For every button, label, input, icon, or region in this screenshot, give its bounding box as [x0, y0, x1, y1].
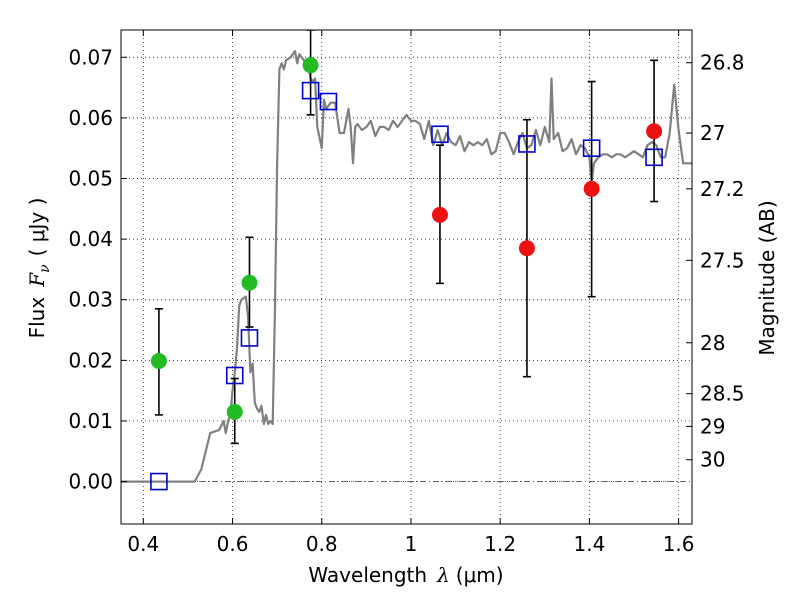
y-tick-label: 0.07 — [68, 45, 113, 69]
y-tick-label: 0.06 — [68, 106, 113, 130]
right-tick-label: 27.5 — [700, 248, 745, 272]
y-axis-symbol: F — [25, 272, 49, 288]
green-point — [241, 274, 258, 291]
red-point — [583, 180, 600, 197]
model-photometry-square — [319, 92, 338, 111]
right-tick-labels: 26.8 27 27.2 27.5 28 28.5 29 30 — [700, 51, 745, 472]
model-photometry-square — [225, 366, 244, 385]
y-tick-label: 0.03 — [68, 288, 113, 312]
y-tick-labels: 0.00 0.01 0.02 0.03 0.04 0.05 0.06 0.07 — [68, 45, 113, 493]
model-photometry-square — [518, 135, 536, 153]
right-tick-label: 30 — [700, 448, 725, 472]
model-photometry-square — [645, 148, 663, 167]
y-axis-subscript: ν — [37, 264, 53, 273]
model-photometry-square — [431, 125, 449, 144]
y-tick-label: 0.01 — [68, 409, 113, 433]
x-tick-label: 0.4 — [127, 532, 159, 556]
right-tick-label: 27 — [700, 121, 725, 145]
x-axis-label: Wavelength — [308, 563, 427, 587]
right-tick-label: 28 — [700, 331, 725, 355]
y-axis-title: Flux Fν ( μJy ) — [25, 198, 53, 339]
x-tick-label: 1.4 — [573, 532, 605, 556]
y-tick-label: 0.00 — [68, 470, 113, 494]
x-tick-label: 0.8 — [306, 532, 338, 556]
ticks — [121, 30, 692, 524]
x-tick-label: 1.6 — [663, 532, 695, 556]
x-axis-symbol: λ — [436, 563, 450, 587]
model-photometry-square — [301, 81, 320, 100]
plot-frame — [120, 29, 693, 525]
right-tick-label: 28.5 — [700, 382, 745, 406]
right-axis-title: Magnitude (AB) — [755, 200, 779, 355]
y-tick-label: 0.02 — [68, 348, 113, 372]
green-point — [226, 403, 243, 420]
green-point — [150, 352, 167, 369]
right-tick-label: 26.8 — [700, 51, 745, 75]
y-axis-label: Flux — [25, 297, 49, 339]
plot-area — [121, 30, 692, 524]
model-photometry-square — [150, 472, 168, 491]
right-tick-label: 27.2 — [700, 177, 745, 201]
x-axis-title: Wavelength λ (μm) — [308, 563, 503, 587]
x-axis-unit: (μm) — [456, 563, 504, 587]
x-tick-label: 1 — [405, 532, 418, 556]
x-tick-labels: 0.4 0.6 0.8 1 1.2 1.4 1.6 — [127, 532, 694, 556]
model-photometry-square — [582, 139, 601, 157]
red-point — [431, 206, 448, 223]
x-tick-label: 0.6 — [217, 532, 249, 556]
x-tick-label: 1.2 — [484, 532, 516, 556]
red-point — [518, 240, 535, 257]
red-point — [646, 123, 663, 140]
right-tick-label: 29 — [700, 414, 725, 438]
green-point — [302, 57, 319, 74]
markers — [150, 57, 663, 491]
y-tick-label: 0.05 — [68, 167, 113, 191]
y-axis-unit: ( μJy ) — [25, 198, 49, 257]
model-photometry-square — [240, 329, 259, 347]
y-tick-label: 0.04 — [68, 227, 113, 251]
